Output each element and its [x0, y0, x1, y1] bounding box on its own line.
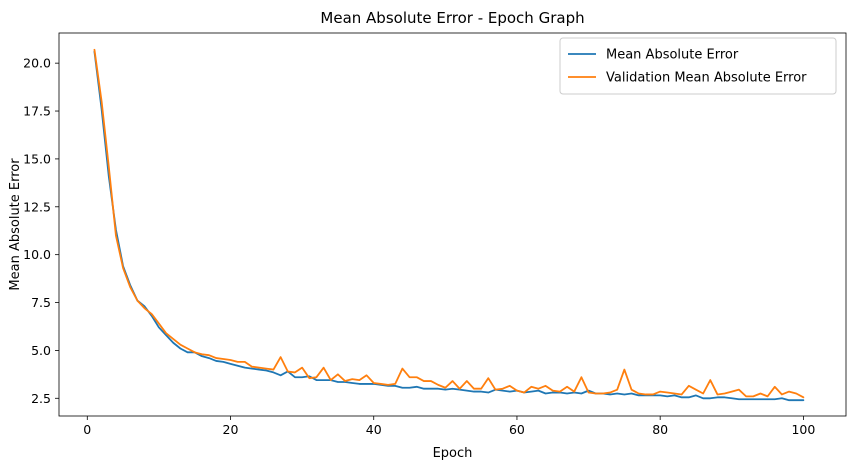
y-axis: 2.5 5.0 7.5 10.0 12.5 15.0 17.5 20.0	[23, 56, 59, 406]
y-tick-label: 10.0	[23, 247, 51, 262]
x-tick-label: 100	[791, 422, 815, 437]
x-tick-label: 60	[509, 422, 525, 437]
y-tick-label: 17.5	[23, 104, 51, 119]
x-tick-label: 40	[366, 422, 382, 437]
x-tick-label: 20	[223, 422, 239, 437]
plot-area	[93, 48, 805, 402]
y-tick-label: 20.0	[23, 56, 51, 71]
x-axis-label: Epoch	[433, 446, 473, 461]
legend-entry: Validation Mean Absolute Error	[606, 71, 807, 86]
y-tick-label: 15.0	[23, 151, 51, 166]
chart-title: Mean Absolute Error - Epoch Graph	[320, 9, 584, 27]
y-tick-label: 2.5	[31, 391, 51, 406]
axes-frame	[58, 32, 847, 417]
y-axis-label: Mean Absolute Error	[8, 158, 23, 291]
legend-entry: Mean Absolute Error	[606, 48, 739, 63]
series-line-mean-absolute-error	[93, 50, 805, 402]
legend: Mean Absolute Error Validation Mean Absol…	[559, 37, 837, 95]
x-tick-label: 0	[83, 422, 91, 437]
legend-box	[559, 37, 837, 95]
y-tick-label: 12.5	[23, 199, 51, 214]
y-tick-label: 5.0	[31, 343, 51, 358]
y-tick-label: 7.5	[31, 295, 51, 310]
x-tick-label: 80	[652, 422, 668, 437]
series-line-validation-mean-absolute-error	[93, 48, 805, 399]
x-axis: 0 20 40 60 80 100	[83, 416, 815, 437]
